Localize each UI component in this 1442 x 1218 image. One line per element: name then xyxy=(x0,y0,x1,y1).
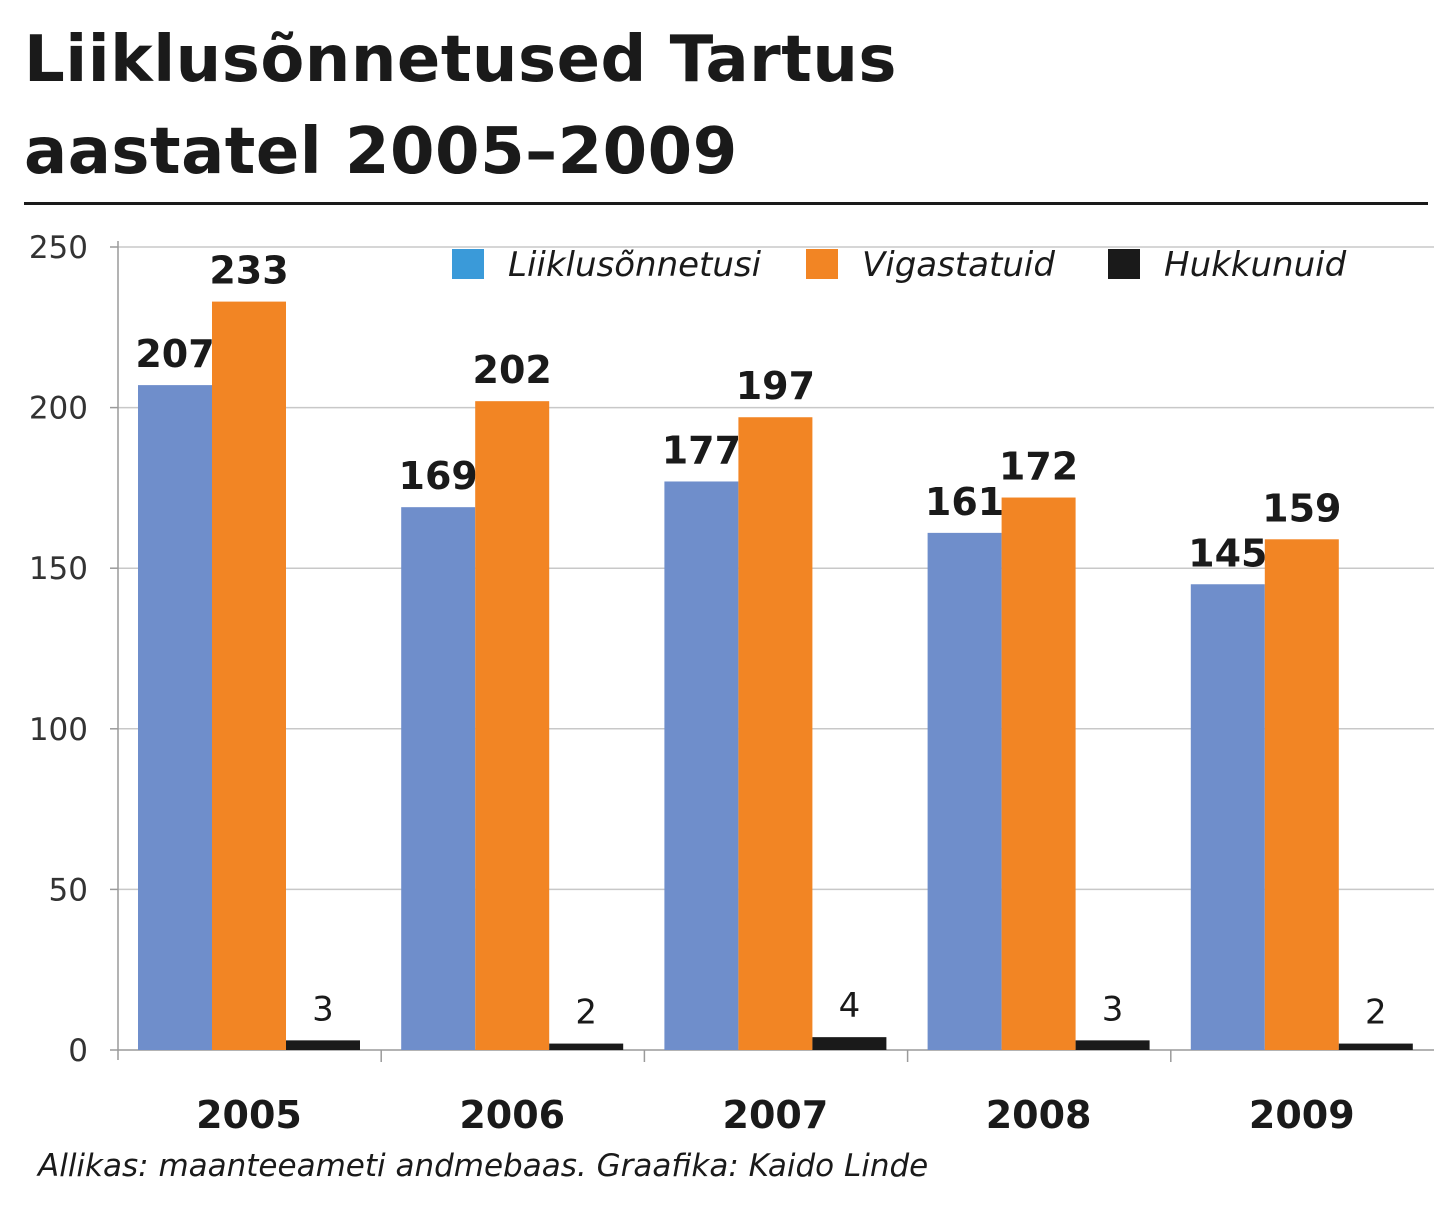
legend-label: Hukkunuid xyxy=(1164,245,1347,285)
y-tick-label: 150 xyxy=(29,551,88,587)
chart-title: Liiklusõnnetused Tartus aastatel 2005–20… xyxy=(24,14,1424,198)
data-label: 3 xyxy=(312,989,334,1029)
bar xyxy=(286,1040,360,1050)
bar xyxy=(738,417,813,1051)
data-label: 233 xyxy=(209,249,288,293)
x-category-label: 2008 xyxy=(986,1093,1092,1137)
data-label: 202 xyxy=(473,348,552,392)
bar xyxy=(1190,584,1265,1050)
legend-label: Vigastatuid xyxy=(862,245,1055,285)
title-divider xyxy=(24,202,1428,205)
bar xyxy=(1075,1040,1150,1050)
y-tick-label: 0 xyxy=(68,1033,88,1069)
x-category-label: 2009 xyxy=(1249,1093,1355,1137)
x-category-label: 2007 xyxy=(723,1093,829,1137)
chart-title-line-1: Liiklusõnnetused Tartus xyxy=(24,23,897,97)
legend-swatch xyxy=(806,249,838,279)
chart-title-line-2: aastatel 2005–2009 xyxy=(24,115,738,189)
x-category-label: 2005 xyxy=(196,1093,302,1137)
y-tick-label: 100 xyxy=(29,712,88,748)
data-label: 172 xyxy=(999,445,1078,489)
data-label: 2 xyxy=(575,993,597,1033)
data-label: 161 xyxy=(925,480,1004,524)
bar xyxy=(1338,1043,1413,1050)
bar xyxy=(1264,539,1339,1050)
bar xyxy=(1001,497,1076,1050)
legend-swatch xyxy=(452,249,484,279)
data-label: 3 xyxy=(1102,989,1124,1029)
legend-swatch xyxy=(1108,249,1140,279)
bar xyxy=(138,385,212,1051)
data-label: 197 xyxy=(736,364,815,408)
bar xyxy=(812,1037,887,1050)
data-label: 207 xyxy=(135,332,214,376)
bar xyxy=(475,401,550,1050)
data-label: 169 xyxy=(399,454,478,498)
data-label: 159 xyxy=(1262,486,1341,530)
data-label: 2 xyxy=(1365,993,1387,1033)
source-note: Allikas: maanteeameti andmebaas. Graafik… xyxy=(38,1148,929,1184)
bar xyxy=(401,507,476,1050)
x-category-label: 2006 xyxy=(459,1093,565,1137)
legend-label: Liiklusõnnetusi xyxy=(508,245,762,285)
bar xyxy=(927,532,1002,1050)
bar xyxy=(212,301,286,1050)
data-label: 4 xyxy=(839,986,861,1026)
data-label: 145 xyxy=(1188,531,1267,575)
bar xyxy=(664,481,739,1050)
data-label: 177 xyxy=(662,428,741,472)
bar xyxy=(549,1043,624,1050)
y-tick-label: 250 xyxy=(29,230,88,266)
y-tick-label: 50 xyxy=(49,872,88,908)
y-tick-label: 200 xyxy=(29,391,88,427)
